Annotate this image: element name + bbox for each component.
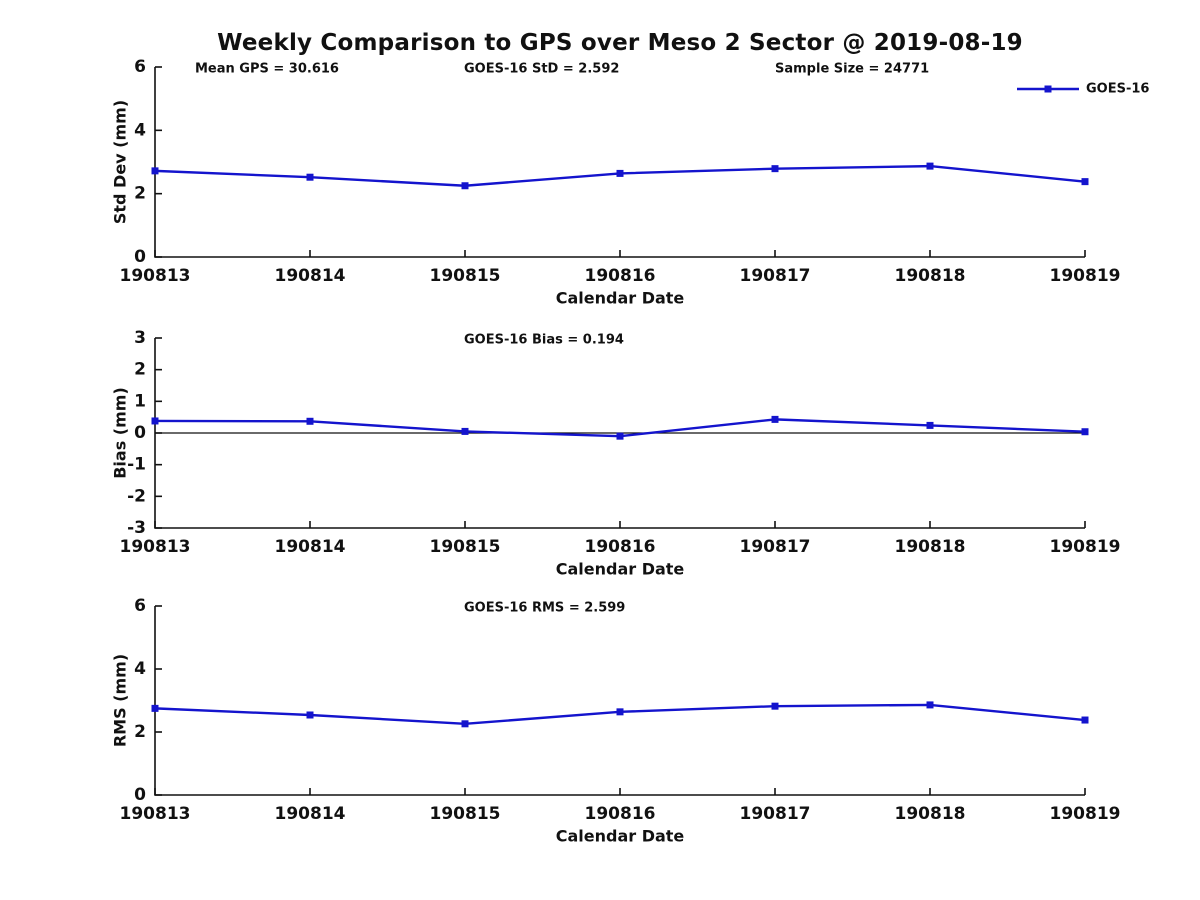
axis-spines [154, 606, 1085, 796]
y-tick-label: 0 [134, 785, 146, 805]
y-tick-label: 2 [134, 360, 146, 380]
x-tick-label: 190815 [430, 266, 501, 286]
legend-label: GOES-16 [1086, 82, 1149, 97]
x-tick-label: 190813 [120, 537, 191, 557]
y-tick-label: 1 [134, 391, 146, 411]
legend-marker-sample [1044, 85, 1052, 93]
y-tick-label: -2 [127, 486, 146, 506]
x-tick-label: 190817 [740, 804, 811, 824]
x-tick-label: 190814 [275, 804, 346, 824]
x-axis-label: Calendar Date [556, 560, 685, 579]
data-point-marker [771, 702, 779, 710]
x-tick-label: 190816 [585, 804, 656, 824]
x-tick-label: 190816 [585, 537, 656, 557]
data-point-marker [1081, 428, 1089, 436]
bias-subplot: -3 -2 -1 0 1 2 3 190813 190814 190815 190816 190817… [111, 328, 1121, 579]
data-point-marker [771, 415, 779, 423]
x-tick-label: 190818 [895, 537, 966, 557]
figure-title: Weekly Comparison to GPS over Meso 2 Sec… [217, 30, 1023, 56]
data-point-marker [461, 182, 469, 190]
axis-spines [154, 67, 1085, 258]
annotation-text: Sample Size = 24771 [775, 62, 929, 77]
data-point-marker [151, 704, 159, 712]
y-tick-label: 4 [134, 659, 146, 679]
data-point-marker [151, 167, 159, 175]
y-axis-label: Std Dev (mm) [111, 100, 130, 224]
data-point-marker [306, 417, 314, 425]
data-point-marker [926, 162, 934, 170]
x-tick-label: 190819 [1050, 804, 1121, 824]
data-point-marker [1081, 178, 1089, 186]
data-point-marker [461, 427, 469, 435]
y-tick-label: -1 [127, 455, 146, 475]
x-tick-label: 190813 [120, 804, 191, 824]
y-tick-label: -3 [127, 518, 146, 538]
x-axis-label: Calendar Date [556, 827, 685, 846]
y-tick-label: 0 [134, 423, 146, 443]
x-tick-label: 190815 [430, 804, 501, 824]
data-point-marker [151, 417, 159, 425]
x-tick-label: 190819 [1050, 266, 1121, 286]
data-point-marker [926, 701, 934, 709]
y-tick-label: 6 [134, 57, 146, 77]
annotation-text: Mean GPS = 30.616 [195, 62, 339, 77]
annotation-text: GOES-16 Bias = 0.194 [464, 333, 624, 348]
data-point-marker [616, 169, 624, 177]
x-axis-label: Calendar Date [556, 289, 685, 308]
x-tick-label: 190814 [275, 266, 346, 286]
x-tick-label: 190817 [740, 537, 811, 557]
annotation-text: GOES-16 RMS = 2.599 [464, 601, 625, 616]
y-axis-label: Bias (mm) [111, 387, 130, 479]
x-tick-label: 190813 [120, 266, 191, 286]
data-point-marker [1081, 716, 1089, 724]
y-tick-label: 2 [134, 184, 146, 204]
y-tick-label: 2 [134, 722, 146, 742]
y-tick-label: 0 [134, 247, 146, 267]
data-point-marker [461, 720, 469, 728]
x-tick-label: 190815 [430, 537, 501, 557]
x-tick-label: 190819 [1050, 537, 1121, 557]
data-point-marker [771, 165, 779, 173]
x-tick-label: 190814 [275, 537, 346, 557]
data-point-marker [306, 711, 314, 719]
rms-subplot: 0 2 4 6 190813 190814 190815 190816 190817 190818… [111, 596, 1121, 846]
x-tick-label: 190818 [895, 804, 966, 824]
data-point-marker [616, 432, 624, 440]
x-tick-label: 190818 [895, 266, 966, 286]
annotation-text: GOES-16 StD = 2.592 [464, 62, 619, 77]
y-tick-label: 4 [134, 120, 146, 140]
data-point-marker [306, 173, 314, 181]
data-point-marker [616, 708, 624, 716]
x-tick-label: 190816 [585, 266, 656, 286]
y-axis-label: RMS (mm) [111, 654, 130, 747]
std-dev-subplot: 0 2 4 6 190813 190814 190815 190816 190817 190818… [111, 57, 1150, 308]
data-point-marker [926, 421, 934, 429]
x-tick-label: 190817 [740, 266, 811, 286]
y-tick-label: 3 [134, 328, 146, 348]
y-tick-label: 6 [134, 596, 146, 616]
